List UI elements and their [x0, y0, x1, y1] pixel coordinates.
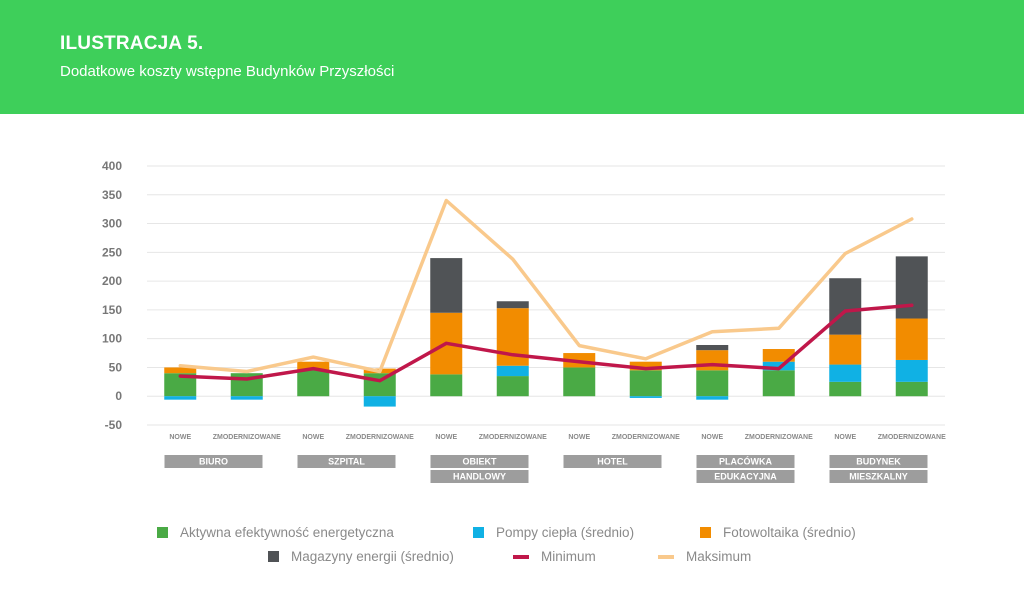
group-label-box — [829, 455, 928, 468]
bar-segment — [164, 367, 197, 374]
bar-segment — [829, 278, 862, 335]
series-line-minimum — [178, 303, 914, 383]
x-category-label: ZMODERNIZOWANE — [346, 434, 414, 441]
bar-segment — [164, 396, 197, 400]
bar-segment — [829, 334, 862, 365]
legend-item-foto: Fotowoltaika (średnio) — [700, 525, 856, 540]
group-label-box — [829, 470, 928, 483]
group-label-box — [430, 455, 529, 468]
bar-segment — [829, 381, 862, 397]
bar-segment — [696, 344, 729, 351]
bar-segment — [629, 361, 662, 371]
chart-legend: Aktywna efektywność energetyczna Pompy c… — [0, 520, 1024, 580]
y-tick-label: 50 — [109, 360, 123, 374]
legend-item-maksimum: Maksimum — [658, 549, 751, 564]
legend-label-magazyny: Magazyny energii (średnio) — [291, 549, 454, 564]
bar-segment — [895, 359, 928, 382]
group-label-text: SZPITAL — [328, 457, 365, 467]
group-label-box — [696, 455, 795, 468]
legend-label-minimum: Minimum — [541, 549, 596, 564]
group-label-text: EDUKACYJNA — [714, 472, 777, 482]
group-label-text: HANDLOWY — [453, 472, 506, 482]
legend-item-magazyny: Magazyny energii (średnio) — [268, 549, 454, 564]
bar-segment — [164, 373, 197, 397]
figure-title: ILUSTRACJA 5. — [60, 33, 204, 54]
y-tick-label: 250 — [102, 245, 122, 259]
y-tick-label: 200 — [102, 274, 122, 288]
bar-segment — [895, 318, 928, 360]
y-tick-label: 0 — [115, 389, 122, 403]
series-line-maksimum — [178, 198, 914, 374]
bar-segment — [762, 349, 795, 362]
header-banner: ILUSTRACJA 5. Dodatkowe koszty wstępne B… — [0, 0, 1024, 114]
bar-segment — [496, 376, 529, 397]
x-category-label: NOWE — [435, 434, 457, 441]
bar-segment — [297, 370, 330, 397]
bar-segment — [563, 367, 596, 397]
bar-segment — [496, 365, 529, 377]
legend-label-foto: Fotowoltaika (średnio) — [723, 525, 856, 540]
bar-segment — [496, 301, 529, 309]
bar-segment — [762, 370, 795, 397]
y-tick-label: 300 — [102, 217, 122, 231]
y-tick-label: 150 — [102, 303, 122, 317]
x-category-label: ZMODERNIZOWANE — [745, 434, 813, 441]
y-tick-label: 350 — [102, 188, 122, 202]
bar-segment — [363, 396, 396, 407]
legend-label-pompy: Pompy ciepła (średnio) — [496, 525, 635, 540]
group-label-box — [164, 455, 263, 468]
x-category-label: ZMODERNIZOWANE — [612, 434, 680, 441]
bar-segment — [629, 370, 662, 397]
bar-segment — [895, 256, 928, 319]
bar-segment — [895, 381, 928, 397]
group-label-box — [563, 455, 662, 468]
group-label-text: OBIEKT — [462, 457, 497, 467]
x-category-label: NOWE — [568, 434, 590, 441]
x-category-label: ZMODERNIZOWANE — [479, 434, 547, 441]
legend-line-minimum — [513, 554, 529, 559]
bar-segment — [430, 374, 463, 397]
group-label-text: HOTEL — [597, 457, 628, 467]
legend-item-pompy: Pompy ciepła (średnio) — [473, 525, 634, 540]
y-tick-label: 100 — [102, 332, 122, 346]
y-tick-label: -50 — [105, 418, 123, 432]
legend-swatch-magazyny — [268, 551, 279, 562]
figure-subtitle: Dodatkowe koszty wstępne Budynków Przysz… — [60, 63, 395, 80]
bar-segment — [696, 370, 729, 397]
x-category-label: ZMODERNIZOWANE — [878, 434, 946, 441]
bar-segment — [430, 258, 463, 313]
legend-swatch-pompy — [473, 527, 484, 538]
bar-segment — [297, 361, 330, 371]
x-category-label: NOWE — [701, 434, 723, 441]
legend-item-minimum: Minimum — [513, 549, 596, 564]
group-label-box — [297, 455, 396, 468]
group-label-text: MIESZKALNY — [849, 472, 908, 482]
group-label-text: PLACÓWKA — [719, 456, 772, 467]
bar-segment — [363, 373, 396, 397]
bar-segment — [629, 396, 662, 398]
bar-segment — [230, 396, 263, 400]
x-category-label: NOWE — [834, 434, 856, 441]
group-label-text: BIURO — [199, 457, 228, 467]
bar-segment — [829, 364, 862, 382]
legend-label-maksimum: Maksimum — [686, 549, 752, 564]
x-category-label: NOWE — [302, 434, 324, 441]
legend-swatch-aktywna — [157, 527, 168, 538]
legend-item-aktywna: Aktywna efektywność energetyczna — [157, 525, 394, 540]
legend-line-maksimum — [658, 554, 674, 559]
legend-label-aktywna: Aktywna efektywność energetyczna — [180, 525, 394, 540]
x-category-label: NOWE — [169, 434, 191, 441]
x-category-label: ZMODERNIZOWANE — [213, 434, 281, 441]
group-label-text: BUDYNEK — [856, 457, 901, 467]
legend-swatch-foto — [700, 527, 711, 538]
group-label-box — [696, 470, 795, 483]
group-label-box — [430, 470, 529, 483]
y-tick-label: 400 — [102, 159, 122, 173]
bar-segment — [762, 361, 795, 371]
bar-segment — [696, 350, 729, 371]
bar-segment — [696, 396, 729, 400]
